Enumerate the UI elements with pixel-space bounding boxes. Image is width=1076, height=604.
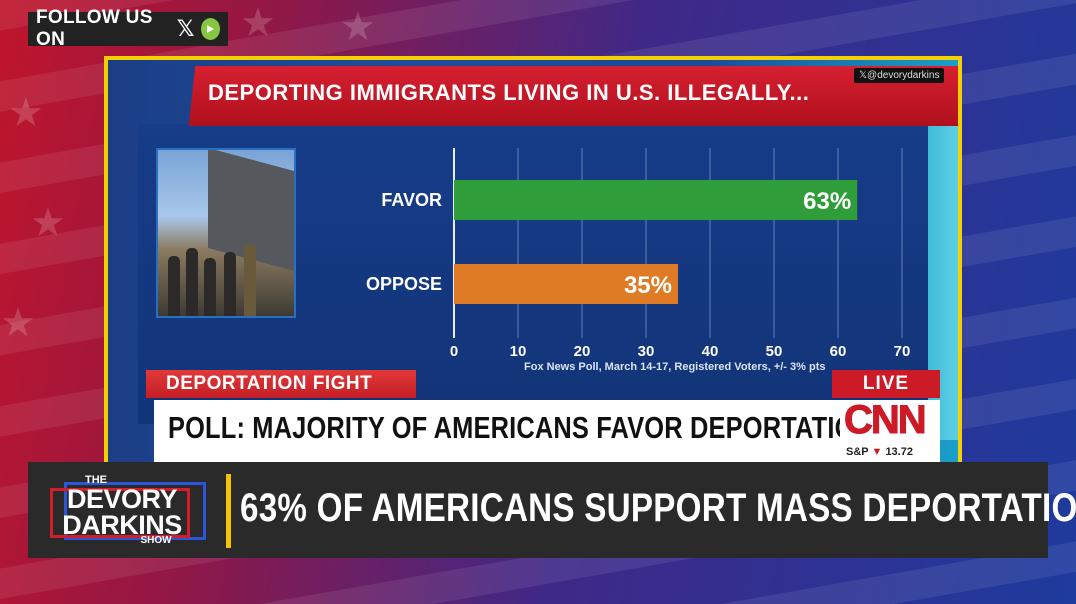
ticker-value: 13.72	[885, 446, 913, 458]
ticker-symbol: S&P	[846, 446, 869, 458]
star-icon: ★	[8, 91, 44, 135]
logo-show: SHOW	[140, 535, 172, 546]
logo-devory: DEVORY	[66, 484, 178, 514]
cnn-logo: CNN	[844, 398, 928, 443]
chart-title: DEPORTING IMMIGRANTS LIVING IN U.S. ILLE…	[208, 80, 810, 105]
down-arrow-icon: ▼	[871, 446, 883, 458]
bar	[454, 180, 858, 220]
bar-value-label: 35%	[624, 272, 672, 299]
x-tick-label: 70	[894, 343, 911, 360]
banner-divider	[226, 474, 231, 548]
logo-red-border	[50, 488, 190, 538]
bar-chart: 0 10 20 30 40 50 60 70 FAVOR 63% OPPOSE 35%	[366, 148, 918, 363]
stock-ticker: S&P ▼ 13.72	[846, 446, 913, 458]
rumble-icon[interactable]	[200, 18, 220, 40]
x-tick-label: 30	[638, 343, 655, 360]
x-icon[interactable]: 𝕏	[176, 16, 195, 42]
star-icon: ★	[30, 201, 66, 245]
airplane-photo	[156, 148, 296, 318]
banner-headline: 63% OF AMERICANS SUPPORT MASS DEPORTATIO…	[240, 486, 1076, 530]
star-icon: ★	[340, 5, 376, 49]
bar-value-label: 63%	[803, 188, 851, 215]
category-label: FAVOR	[381, 190, 442, 210]
star-icon: ★	[240, 1, 276, 45]
show-banner	[28, 462, 1048, 558]
x-tick-label: 20	[574, 343, 591, 360]
x-tick-label: 60	[830, 343, 847, 360]
bar	[454, 264, 678, 304]
person-figure	[244, 244, 256, 316]
logo-the: THE	[85, 474, 107, 486]
show-logo: THE DEVORY DARKINS SHOW	[44, 472, 216, 548]
live-badge: LIVE	[832, 370, 940, 398]
network-logo-box	[840, 400, 940, 462]
broadcast-frame: DEPORTING IMMIGRANTS LIVING IN U.S. ILLE…	[104, 56, 962, 466]
follow-label: FOLLOW US ON	[36, 7, 153, 50]
logo-darkins: DARKINS	[62, 510, 182, 540]
follow-us-badge[interactable]: FOLLOW US ON 𝕏	[28, 7, 228, 50]
person-figure	[186, 248, 198, 316]
social-handle: 𝕏@devorydarkins	[854, 68, 945, 83]
x-tick-label: 10	[510, 343, 527, 360]
x-tick-label: 0	[450, 343, 458, 360]
logo-blue-border	[64, 482, 206, 540]
lower-third-background	[154, 400, 840, 462]
lower-third-headline: POLL: MAJORITY OF AMERICANS FAVOR DEPORT…	[168, 410, 891, 445]
person-figure	[204, 258, 216, 316]
bar-chart-svg: 0 10 20 30 40 50 60 70 FAVOR 63% OPPOSE 35%	[366, 148, 911, 360]
person-figure	[224, 252, 236, 316]
x-tick-label: 50	[766, 343, 783, 360]
x-tick-label: 40	[702, 343, 719, 360]
poll-source: Fox News Poll, March 14-17, Registered V…	[524, 361, 826, 373]
star-icon: ★	[0, 301, 36, 345]
category-label: OPPOSE	[366, 274, 442, 294]
segment-tag: DEPORTATION FIGHT	[146, 370, 416, 398]
person-figure	[168, 256, 180, 316]
